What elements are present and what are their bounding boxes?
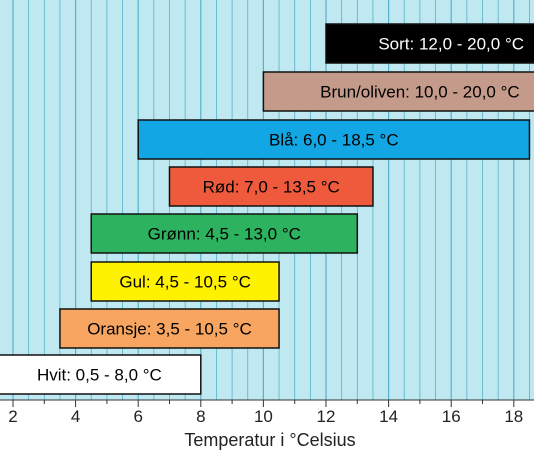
x-tick-label: 10 bbox=[254, 407, 273, 426]
range-bar: Brun/oliven: 10,0 - 20,0 °C bbox=[262, 71, 534, 112]
x-ticks-group: 2 4 6 8 10 12 14 16 18 bbox=[8, 400, 523, 426]
x-tick-label: 6 bbox=[133, 407, 142, 426]
range-bar-rect bbox=[90, 261, 280, 302]
range-bar-rect bbox=[0, 354, 202, 395]
range-bar-label: Hvit: 0,5 - 8,0 °C bbox=[37, 366, 162, 385]
x-tick-label: 8 bbox=[196, 407, 205, 426]
range-bar-label: Blå: 6,0 - 18,5 °C bbox=[269, 131, 399, 150]
range-bar-label: Gul: 4,5 - 10,5 °C bbox=[119, 273, 251, 292]
bars-group: Sort: 12,0 - 20,0 °C Brun/oliven: 10,0 - … bbox=[0, 23, 534, 395]
x-tick-label: 18 bbox=[504, 407, 523, 426]
range-bar: Gul: 4,5 - 10,5 °C bbox=[90, 261, 280, 302]
range-bar: Oransje: 3,5 - 10,5 °C bbox=[59, 308, 280, 349]
range-bar-label: Oransje: 3,5 - 10,5 °C bbox=[87, 320, 252, 339]
x-tick-label: 14 bbox=[379, 407, 398, 426]
x-tick-label: 12 bbox=[317, 407, 336, 426]
x-tick-label: 4 bbox=[71, 407, 80, 426]
range-bar: Sort: 12,0 - 20,0 °C bbox=[325, 23, 534, 64]
range-bar-rect bbox=[137, 119, 531, 160]
range-bar-label: Sort: 12,0 - 20,0 °C bbox=[378, 35, 524, 54]
range-bar: Hvit: 0,5 - 8,0 °C bbox=[0, 354, 202, 395]
range-bar-rect bbox=[168, 166, 374, 207]
range-bar-rect bbox=[59, 308, 280, 349]
range-bar-label: Grønn: 4,5 - 13,0 °C bbox=[148, 225, 301, 244]
x-axis-title: Temperatur i °Celsius bbox=[184, 430, 355, 450]
range-bar-rect bbox=[90, 213, 359, 254]
range-bar: Grønn: 4,5 - 13,0 °C bbox=[90, 213, 359, 254]
range-bar: Blå: 6,0 - 18,5 °C bbox=[137, 119, 531, 160]
range-bar-rect bbox=[325, 23, 534, 64]
range-bar: Rød: 7,0 - 13,5 °C bbox=[168, 166, 374, 207]
x-tick-label: 16 bbox=[442, 407, 461, 426]
range-bar-rect bbox=[262, 71, 534, 112]
range-bar-label: Brun/oliven: 10,0 - 20,0 °C bbox=[320, 83, 520, 102]
x-tick-label: 2 bbox=[8, 407, 17, 426]
range-bar-label: Rød: 7,0 - 13,5 °C bbox=[203, 178, 340, 197]
